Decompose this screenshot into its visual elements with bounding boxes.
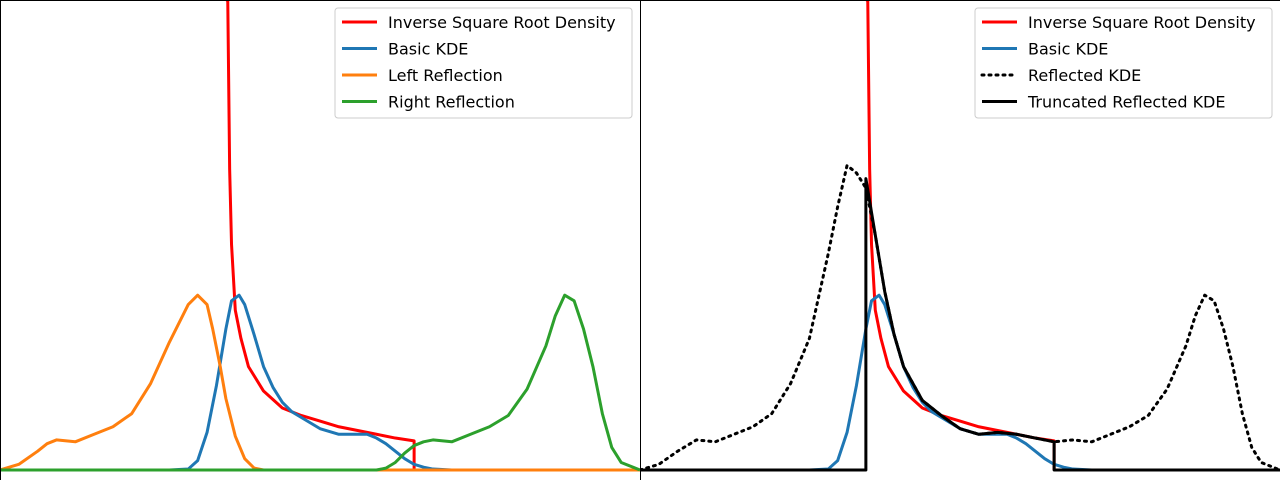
legend-label-inverse-square-root-density: Inverse Square Root Density	[388, 13, 616, 32]
legend-box	[334, 7, 633, 119]
legend: Inverse Square Root Density Basic KDE Left…	[334, 7, 633, 119]
legend-label-inverse-square-root-density: Inverse Square Root Density	[1028, 13, 1256, 32]
series-line-reflected-kde	[640, 163, 1280, 472]
series-line-inverse-square-root-density	[224, 0, 416, 470]
series-lines	[640, 0, 1280, 472]
legend-label-basic-kde: Basic KDE	[388, 40, 468, 59]
legend-label-truncated-reflected-kde: Truncated Reflected KDE	[1027, 93, 1225, 112]
left-chart-panel: Inverse Square Root Density Basic KDE Left…	[0, 0, 640, 480]
series-lines	[0, 0, 640, 472]
series-line-basic-kde	[640, 293, 1280, 472]
legend-label-reflected-kde: Reflected KDE	[1028, 66, 1141, 85]
right-chart-panel: Inverse Square Root Density Basic KDE Refl…	[640, 0, 1280, 480]
legend-label-left-reflection: Left Reflection	[388, 66, 503, 85]
series-line-basic-kde	[0, 293, 640, 472]
series-line-left-reflection	[0, 293, 640, 472]
series-line-truncated-reflected-kde	[640, 177, 1280, 472]
legend: Inverse Square Root Density Basic KDE Refl…	[974, 7, 1273, 119]
series-line-right-reflection	[0, 293, 640, 472]
legend-label-right-reflection: Right Reflection	[388, 93, 515, 112]
legend-box	[974, 7, 1273, 119]
legend-label-basic-kde: Basic KDE	[1028, 40, 1108, 59]
